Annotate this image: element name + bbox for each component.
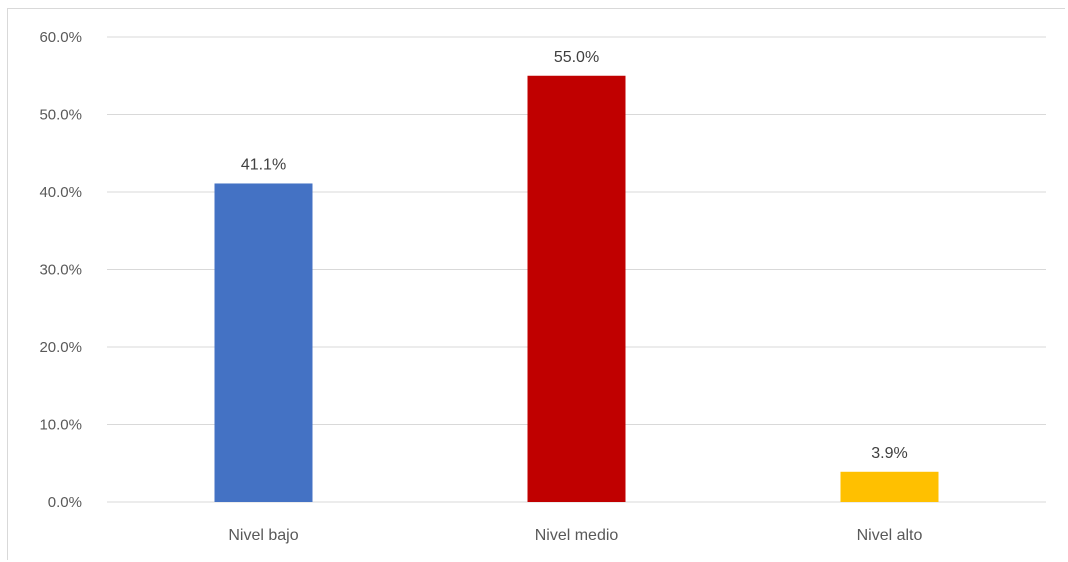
y-tick-label-6: 60.0% <box>39 29 82 46</box>
bars <box>214 75 939 502</box>
y-tick-label-3: 30.0% <box>39 262 82 279</box>
category-label-2: Nivel alto <box>857 527 923 544</box>
y-tick-label-2: 20.0% <box>39 339 82 356</box>
data-label-2: 3.9% <box>871 445 907 462</box>
data-labels: 41.1% 55.0% 3.9% <box>241 49 908 462</box>
data-label-1: 55.0% <box>554 49 599 66</box>
y-tick-label-4: 40.0% <box>39 184 82 201</box>
y-tick-label-5: 50.0% <box>39 107 82 124</box>
category-labels: Nivel bajo Nivel medio Nivel alto <box>228 527 922 544</box>
data-label-0: 41.1% <box>241 156 286 173</box>
y-tick-label-1: 10.0% <box>39 417 82 434</box>
category-label-1: Nivel medio <box>535 527 619 544</box>
chart-frame <box>7 8 1065 560</box>
bar-nivel-medio <box>527 75 626 502</box>
category-label-0: Nivel bajo <box>228 527 298 544</box>
y-tick-label-0: 0.0% <box>48 494 82 511</box>
bar-nivel-bajo <box>214 183 313 502</box>
bar-nivel-alto <box>840 471 939 502</box>
y-axis-tick-labels: 0.0% 10.0% 20.0% 30.0% 40.0% 50.0% 60.0% <box>39 29 82 511</box>
